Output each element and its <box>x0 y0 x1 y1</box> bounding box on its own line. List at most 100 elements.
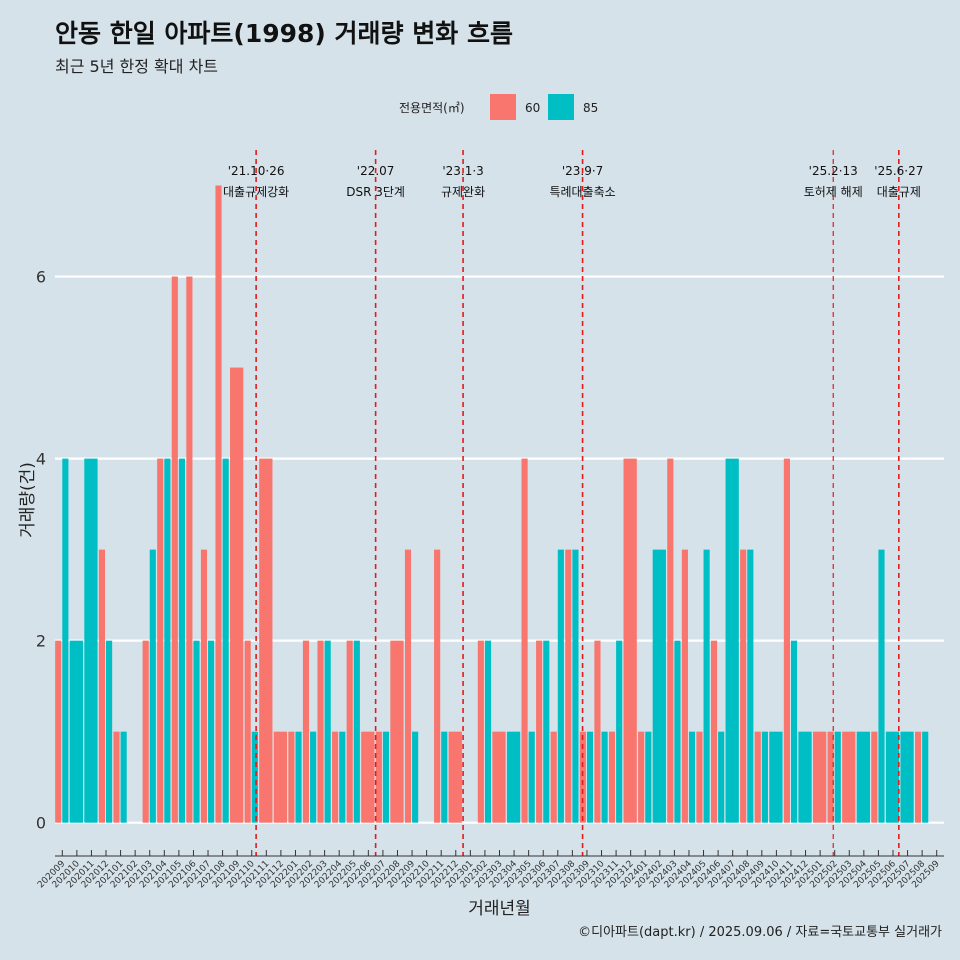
bar-202310-60 <box>594 640 601 823</box>
y-tick-label: 0 <box>36 814 46 833</box>
bar-202405-85 <box>703 549 710 823</box>
bar-202207-85 <box>382 731 390 823</box>
legend-title: 전용면적(㎡) <box>399 101 465 115</box>
event-label-3: 특례대출축소 <box>549 185 615 199</box>
bar-202106-60 <box>186 276 193 823</box>
bar-202108-60 <box>215 185 222 823</box>
bar-202104-85 <box>164 458 171 823</box>
bar-202211-85 <box>441 731 448 823</box>
legend-swatch-85 <box>548 94 574 120</box>
bar-202302-85 <box>484 640 492 823</box>
chart-title: 안동 한일 아파트(1998) 거래량 변화 흐름 <box>55 19 513 48</box>
bar-202105-85 <box>178 458 186 823</box>
bar-202305-85 <box>528 731 535 823</box>
bar-202504-85 <box>856 731 870 823</box>
event-date-1: '22.07 <box>357 164 395 178</box>
legend: 전용면적(㎡) 60 85 <box>399 94 598 120</box>
bar-202209-60 <box>404 549 412 823</box>
bar-202404-60 <box>681 549 688 823</box>
bar-202103-85 <box>149 549 156 823</box>
bar-202206-60 <box>361 731 375 823</box>
bar-202501-60 <box>812 731 827 823</box>
legend-label-85: 85 <box>583 101 598 115</box>
event-label-1: DSR 3단계 <box>346 185 405 199</box>
event-date-2: '23.1·3 <box>442 164 483 178</box>
bar-202212-60 <box>448 731 462 823</box>
bar-202109-60 <box>230 367 244 823</box>
y-tick-label: 6 <box>36 268 46 287</box>
bars-group <box>55 185 929 823</box>
x-axis: 2020092020102020112020122021012021022021… <box>36 850 944 890</box>
bar-202204-85 <box>339 731 346 823</box>
event-label-4: 토허제 해제 <box>804 185 863 199</box>
bar-202203-60 <box>317 640 324 823</box>
bar-202205-60 <box>346 640 353 823</box>
bar-202505-85 <box>878 549 885 823</box>
bar-202308-60 <box>565 549 572 823</box>
event-label-5: 대출규제 <box>877 185 921 199</box>
bar-202507-85 <box>900 731 914 823</box>
bar-202107-60 <box>200 549 208 823</box>
bar-202012-85 <box>106 640 113 823</box>
bar-202401-85 <box>645 731 652 823</box>
bar-202112-60 <box>273 731 288 823</box>
bar-202401-60 <box>638 731 645 823</box>
event-markers: '21.10·26 대출규제강화 '22.07 DSR 3단계 '23.1·3 규제완화 '… <box>223 150 923 856</box>
bar-202309-85 <box>586 731 594 823</box>
legend-label-60: 60 <box>525 101 540 115</box>
bar-202307-85 <box>557 549 564 823</box>
bar-202503-60 <box>842 731 856 823</box>
bar-202204-60 <box>332 731 339 823</box>
bar-202502-85 <box>834 731 841 823</box>
bar-202202-85 <box>310 731 317 823</box>
bar-202011-85 <box>84 458 98 823</box>
legend-swatch-60 <box>490 94 516 120</box>
bar-202009-85 <box>62 458 69 823</box>
bar-202303-60 <box>492 731 506 823</box>
bar-202105-60 <box>171 276 178 823</box>
bar-202211-60 <box>434 549 441 823</box>
bar-202108-85 <box>222 458 229 823</box>
bar-202302-60 <box>477 640 484 823</box>
bar-202205-85 <box>353 640 360 823</box>
bar-202012-60 <box>98 549 106 823</box>
bar-202308-85 <box>572 549 579 823</box>
bar-202201-60 <box>288 731 295 823</box>
bar-202110-60 <box>244 640 251 823</box>
bar-202411-60 <box>783 458 790 823</box>
bar-202311-60 <box>608 731 616 823</box>
bar-202010-85 <box>69 640 84 823</box>
bar-202310-85 <box>601 731 608 823</box>
bar-202406-60 <box>710 640 718 823</box>
bar-202101-60 <box>113 731 120 823</box>
bar-202104-60 <box>157 458 164 823</box>
event-label-2: 규제완화 <box>441 185 485 199</box>
bar-202410-85 <box>769 731 783 823</box>
bar-202311-85 <box>616 640 623 823</box>
bar-202404-85 <box>688 731 696 823</box>
event-label-0: 대출규제강화 <box>223 185 289 199</box>
bar-202208-60 <box>390 640 404 823</box>
bar-202402-85 <box>652 549 666 823</box>
bar-202207-60 <box>375 731 382 823</box>
bar-202412-85 <box>798 731 812 823</box>
event-date-4: '25.2·13 <box>809 164 858 178</box>
bar-202312-60 <box>623 458 637 823</box>
bar-202506-85 <box>885 731 900 823</box>
bar-202403-85 <box>674 640 681 823</box>
bar-202304-85 <box>506 731 521 823</box>
bar-202307-60 <box>550 731 557 823</box>
y-tick-label: 2 <box>36 632 46 651</box>
bar-202106-85 <box>193 640 200 823</box>
bar-202009-60 <box>55 640 62 823</box>
bar-202203-85 <box>324 640 331 823</box>
bar-202305-60 <box>521 458 528 823</box>
bar-202306-85 <box>543 640 550 823</box>
bar-202409-60 <box>754 731 761 823</box>
event-date-5: '25.6·27 <box>874 164 923 178</box>
bar-202408-85 <box>747 549 754 823</box>
event-date-0: '21.10·26 <box>228 164 285 178</box>
y-axis-title: 거래량(건) <box>18 462 38 538</box>
chart-subtitle: 최근 5년 한정 확대 차트 <box>55 57 219 76</box>
